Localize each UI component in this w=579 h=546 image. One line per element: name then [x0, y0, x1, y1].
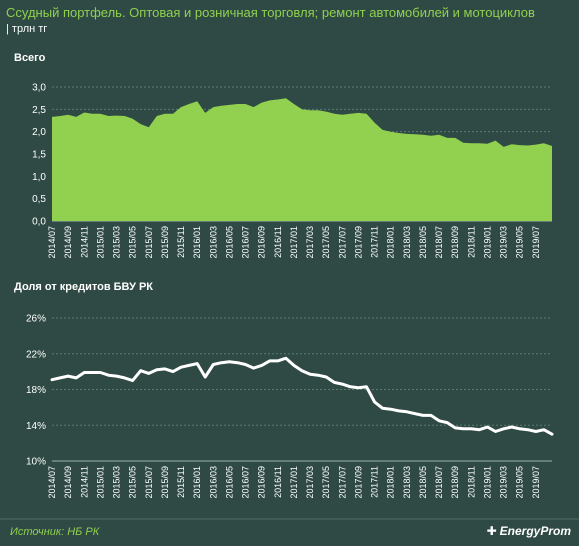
x-tick-label: 2016/01 [192, 226, 202, 259]
source-note: Источник: НБ РК [10, 526, 100, 538]
x-tick-label: 2015/07 [144, 466, 154, 499]
x-tick-label: 2016/03 [208, 466, 218, 499]
y-tick-label: 26% [26, 314, 46, 325]
x-tick-label: 2018/05 [418, 466, 428, 499]
x-tick-label: 2018/11 [466, 226, 476, 258]
x-tick-label: 2018/01 [386, 226, 396, 259]
x-tick-label: 2018/07 [434, 466, 444, 499]
x-tick-label: 2016/05 [224, 466, 234, 499]
x-tick-label: 2018/03 [402, 226, 412, 259]
x-tick-label: 2015/01 [95, 466, 105, 499]
x-tick-label: 2015/05 [128, 466, 138, 499]
y-tick-label: 14% [26, 421, 46, 432]
x-tick-label: 2019/07 [531, 226, 541, 259]
share-line-series [50, 356, 554, 436]
y-tick-label: 0,0 [32, 217, 46, 228]
y-tick-label: 3,0 [32, 83, 46, 94]
x-tick-label: 2015/07 [144, 226, 154, 259]
brand-logo: ✚ EnergyProm [487, 524, 571, 538]
x-tick-label: 2016/07 [241, 226, 251, 259]
brand-icon: ✚ [486, 524, 497, 538]
y-tick-label: 0,5 [32, 194, 46, 205]
share-chart-title: Доля от кредитов БВУ РК [14, 281, 153, 293]
total-chart-y-axis: 0,0 0,5 1,0 1,5 2,0 2,5 3,0 [32, 83, 46, 228]
x-tick-label: 2014/07 [47, 226, 57, 259]
x-tick-label: 2018/11 [466, 466, 476, 498]
x-tick-label: 2017/11 [370, 466, 380, 498]
x-tick-label: 2014/11 [79, 466, 89, 498]
x-tick-label: 2017/05 [321, 466, 331, 499]
x-tick-label: 2018/09 [450, 226, 460, 259]
total-area-series [52, 98, 552, 221]
x-tick-label: 2019/07 [531, 466, 541, 499]
x-tick-label: 2017/03 [305, 226, 315, 259]
x-tick-label: 2015/11 [176, 466, 186, 498]
total-chart-x-axis: 2014/07 2014/09 2014/11 2015/01 2015/03 2015/… [47, 226, 541, 259]
x-tick-label: 2016/11 [273, 466, 283, 498]
chart-title: Ссудный портфель. Оптовая и розничная то… [6, 5, 535, 20]
x-tick-label: 2015/01 [95, 226, 105, 259]
x-tick-label: 2018/01 [386, 466, 396, 499]
x-tick-label: 2014/09 [63, 226, 73, 259]
y-tick-label: 2,5 [32, 105, 46, 116]
x-tick-label: 2017/03 [305, 466, 315, 499]
x-tick-label: 2016/05 [224, 226, 234, 259]
x-tick-label: 2015/09 [160, 226, 170, 259]
x-tick-label: 2014/07 [47, 466, 57, 499]
unit-label: | трлн тг [6, 23, 48, 35]
share-chart-x-axis: 2014/07 2014/09 2014/11 2015/01 2015/03 2015/… [47, 466, 541, 499]
x-tick-label: 2014/09 [63, 466, 73, 499]
x-tick-label: 2017/11 [370, 226, 380, 258]
y-tick-label: 1,0 [32, 172, 46, 183]
x-tick-label: 2015/05 [128, 226, 138, 259]
x-tick-label: 2014/11 [79, 226, 89, 258]
x-tick-label: 2019/05 [515, 466, 525, 499]
x-tick-label: 2018/03 [402, 466, 412, 499]
y-tick-label: 2,0 [32, 127, 46, 138]
x-tick-label: 2016/01 [192, 466, 202, 499]
x-tick-label: 2017/09 [353, 226, 363, 259]
x-tick-label: 2017/01 [289, 226, 299, 259]
x-tick-label: 2016/09 [257, 226, 267, 259]
x-tick-label: 2017/07 [337, 226, 347, 259]
y-tick-label: 18% [26, 385, 46, 396]
x-tick-label: 2018/07 [434, 226, 444, 259]
x-tick-label: 2016/11 [273, 226, 283, 258]
y-tick-label: 22% [26, 349, 46, 360]
x-tick-label: 2019/01 [482, 226, 492, 259]
brand-name: EnergyProm [499, 524, 571, 538]
x-tick-label: 2017/07 [337, 466, 347, 499]
x-tick-label: 2016/09 [257, 466, 267, 499]
y-tick-label: 1,5 [32, 150, 46, 161]
x-tick-label: 2015/09 [160, 466, 170, 499]
share-chart-y-axis: 10% 14% 18% 22% 26% [26, 314, 46, 468]
x-tick-label: 2016/07 [241, 466, 251, 499]
x-tick-label: 2015/03 [112, 226, 122, 259]
x-tick-label: 2015/03 [112, 466, 122, 499]
x-tick-label: 2017/05 [321, 226, 331, 259]
x-tick-label: 2018/09 [450, 466, 460, 499]
y-tick-label: 10% [26, 457, 46, 468]
x-tick-label: 2019/01 [482, 466, 492, 499]
x-tick-label: 2015/11 [176, 226, 186, 258]
x-tick-label: 2018/05 [418, 226, 428, 259]
total-chart-title: Всего [14, 52, 46, 64]
x-tick-label: 2019/05 [515, 226, 525, 259]
x-tick-label: 2019/03 [499, 466, 509, 499]
x-tick-label: 2017/09 [353, 466, 363, 499]
x-tick-label: 2017/01 [289, 466, 299, 499]
x-tick-label: 2019/03 [499, 226, 509, 259]
share-chart-grid [52, 317, 552, 462]
x-tick-label: 2016/03 [208, 226, 218, 259]
